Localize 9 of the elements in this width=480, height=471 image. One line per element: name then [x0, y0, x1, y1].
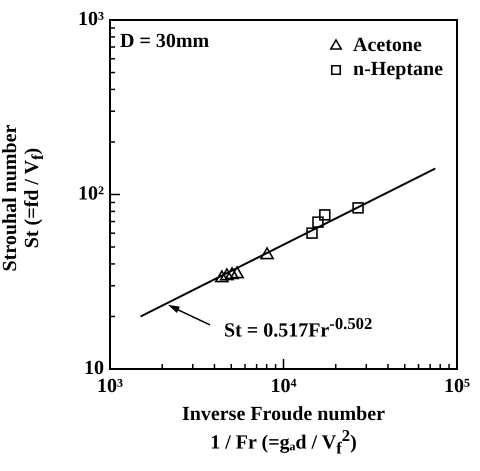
annotation: D = 30mm [120, 30, 210, 52]
y-tick-label: 10³ [78, 8, 104, 30]
y-tick-label: 10² [78, 182, 104, 205]
x-axis-title: Inverse Froude number 1 / Fr (=gₐd / V$_{f}$$^{2}$) [181, 403, 386, 460]
legend-label: Acetone [353, 34, 422, 56]
x-tick-label: 10⁵ [444, 375, 470, 398]
x-tick-label: 10⁴ [270, 375, 296, 398]
legend-label: n-Heptane [353, 58, 444, 80]
annotation: St = 0.517Fr$^{-0.502}$ [224, 312, 372, 342]
